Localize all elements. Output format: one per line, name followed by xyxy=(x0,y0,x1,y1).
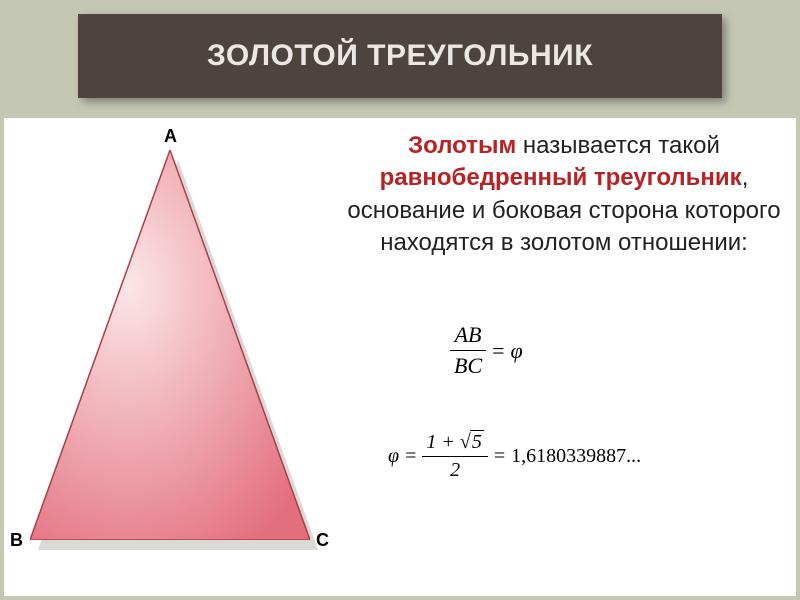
slide-title: ЗОЛОТОЙ ТРЕУГОЛЬНИК xyxy=(207,39,593,73)
title-block: ЗОЛОТОЙ ТРЕУГОЛЬНИК xyxy=(78,14,722,98)
vertex-label-c: C xyxy=(316,530,329,551)
ratio-num: AB xyxy=(450,322,486,348)
vertex-label-b: B xyxy=(10,530,23,551)
slide: ЗОЛОТОЙ ТРЕУГОЛЬНИК A B C Золотым называ… xyxy=(0,0,800,600)
ratio-bar xyxy=(450,350,486,351)
triangle-shape xyxy=(30,150,310,540)
phi-expression: 1 + √5 2 xyxy=(422,430,487,482)
description-text: Золотым называется такой равнобедренный … xyxy=(346,130,782,260)
desc-emph-isosceles: равнобедренный треугольник xyxy=(380,164,742,191)
equals-sign-2: = xyxy=(405,445,416,468)
equals-sign-1: = xyxy=(492,338,504,364)
desc-emph-golden: Золотым xyxy=(408,132,516,159)
phi-symbol-1: φ xyxy=(511,338,523,364)
ratio-ab-bc: AB BC xyxy=(450,322,486,379)
phi-bar xyxy=(422,456,487,457)
vertex-label-a: A xyxy=(164,126,177,147)
desc-part2: называется такой xyxy=(516,132,720,159)
triangle-figure: A B C xyxy=(30,150,310,540)
phi-denominator: 2 xyxy=(422,459,487,482)
sqrt-arg: 5 xyxy=(470,430,484,454)
equals-sign-3: = xyxy=(494,445,505,468)
phi-numerator: 1 + √5 xyxy=(422,430,487,454)
ratio-den: BC xyxy=(450,353,486,379)
formula-phi-value: φ = 1 + √5 2 = 1,6180339887... xyxy=(388,430,641,482)
formula-ratio: AB BC = φ xyxy=(450,322,523,379)
phi-num-prefix: 1 + xyxy=(426,431,460,453)
sqrt-5: √5 xyxy=(460,430,484,454)
phi-symbol-2: φ xyxy=(388,445,399,468)
phi-decimal: 1,6180339887... xyxy=(511,445,641,468)
